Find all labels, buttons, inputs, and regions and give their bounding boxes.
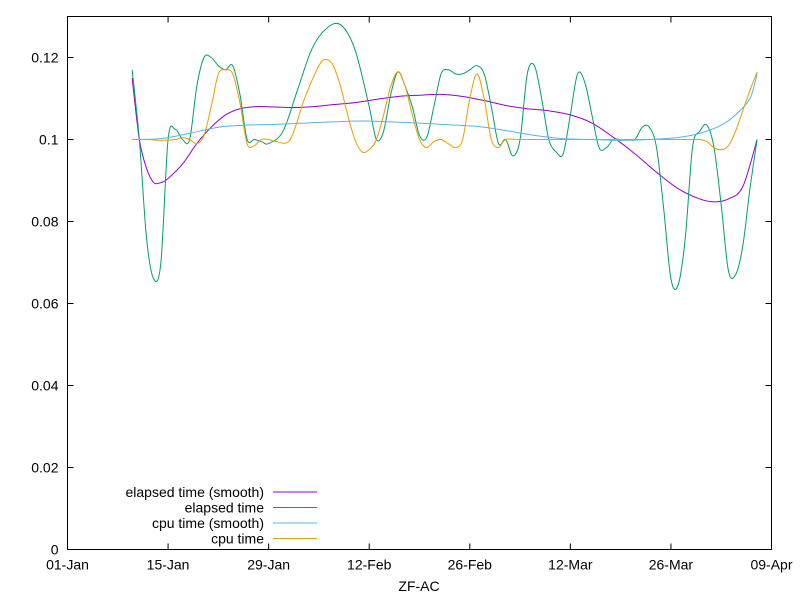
plot-area-frame: [67, 16, 772, 550]
x-tick-label: 26-Mar: [649, 557, 694, 573]
x-tick-label: 12-Mar: [548, 557, 593, 573]
series-line-elapsed-time-smooth: [131, 77, 758, 203]
y-tick-label: 0.06: [31, 296, 58, 312]
x-axis: 01-Jan 15-Jan 29-Jan 12-Feb 26-Feb 12-Mar 26-M…: [46, 16, 793, 573]
legend-label: elapsed time: [185, 500, 265, 516]
legend-label: elapsed time (smooth): [125, 484, 264, 500]
y-tick-label: 0.04: [31, 378, 58, 394]
legend-label: cpu time: [211, 531, 264, 547]
x-tick-label: 26-Feb: [448, 557, 493, 573]
y-tick-label: 0.12: [31, 50, 58, 66]
y-axis: 0 0.02 0.04 0.06 0.08 0.1 0.12: [31, 50, 772, 558]
x-tick-label: 01-Jan: [46, 557, 89, 573]
series-line-cpu-time: [132, 59, 758, 153]
y-tick-label: 0.02: [31, 460, 58, 476]
y-tick-label: 0.08: [31, 214, 58, 230]
legend-label: cpu time (smooth): [152, 515, 264, 531]
x-tick-label: 09-Apr: [750, 557, 792, 573]
y-tick-label: 0: [51, 542, 59, 558]
x-tick-label: 12-Feb: [347, 557, 392, 573]
series-lines: [131, 22, 758, 290]
y-tick-label: 0.1: [39, 132, 59, 148]
x-tick-label: 15-Jan: [147, 557, 190, 573]
x-tick-label: 29-Jan: [247, 557, 290, 573]
x-axis-label: ZF-AC: [398, 578, 439, 594]
series-line-cpu-time-smooth: [132, 73, 758, 141]
